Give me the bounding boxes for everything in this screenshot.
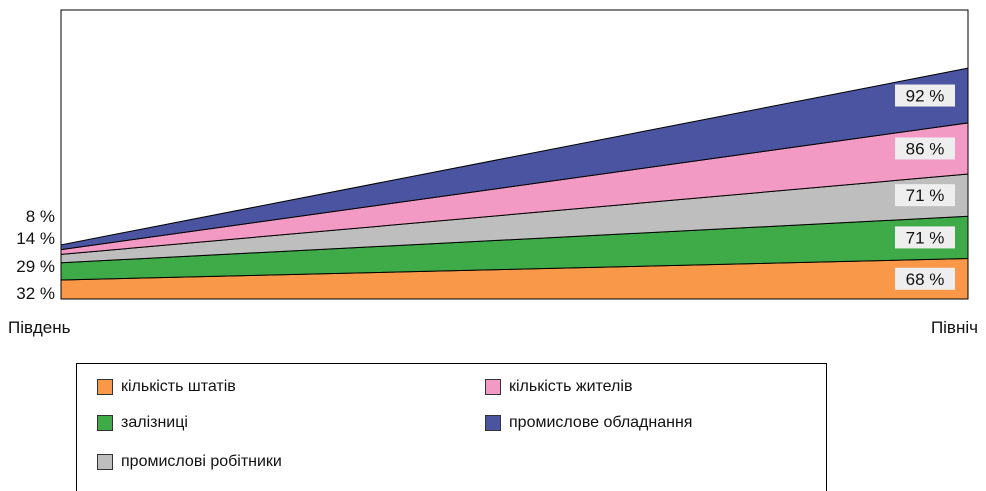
value-label-box [895, 267, 955, 290]
left-value-labels: 32 % 29 % 14 % 8 % [16, 207, 55, 303]
legend-label: кількість штатів [121, 378, 236, 395]
legend-label: промислові робітники [121, 453, 282, 470]
value-label-left: 8 % [26, 207, 55, 226]
legend-swatch [485, 379, 501, 395]
legend-swatch [97, 454, 113, 470]
legend-swatch [97, 379, 113, 395]
value-label-left: 32 % [16, 284, 55, 303]
area-bands [60, 67, 969, 300]
value-label-right: 86 % [906, 139, 945, 158]
legend: кількість штатів кількість жителів заліз… [76, 363, 827, 491]
value-label-box [895, 184, 955, 207]
category-label-right: Північ [930, 318, 978, 337]
value-label-right: 71 % [906, 228, 945, 247]
value-label-box [895, 226, 955, 249]
legend-item-equipment: промислове обладнання [485, 414, 692, 432]
value-label-right: 92 % [906, 87, 945, 106]
legend-swatch [97, 415, 113, 431]
value-label-box [895, 84, 955, 107]
stacked-area-chart: 32 % 29 % 14 % 8 % 68 % 71 % 71 % 86 % 92 % [16, 9, 969, 303]
value-label-box [895, 137, 955, 160]
value-label-left: 29 % [16, 257, 55, 276]
legend-item-railways: залізниці [97, 414, 188, 432]
legend-label: промислове обладнання [509, 414, 693, 431]
legend-label: кількість жителів [509, 378, 633, 395]
value-label-right: 71 % [906, 186, 945, 205]
legend-label: залізниці [121, 414, 188, 431]
right-value-labels: 68 % 71 % 71 % 86 % 92 % [895, 84, 955, 290]
legend-swatch [485, 415, 501, 431]
category-label-left: Південь [8, 318, 71, 337]
value-label-right: 68 % [906, 270, 945, 289]
area-band [60, 67, 969, 251]
legend-item-population: кількість жителів [485, 378, 632, 396]
legend-item-states: кількість штатів [97, 378, 236, 396]
value-label-left: 14 % [16, 229, 55, 248]
legend-item-workers: промислові робітники [97, 453, 282, 471]
